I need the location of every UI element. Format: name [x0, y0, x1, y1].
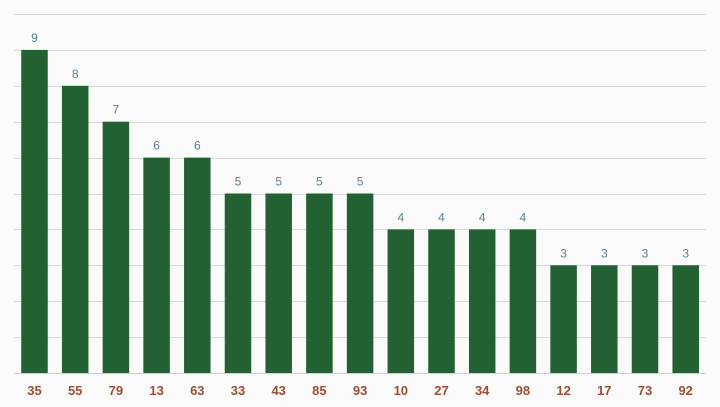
value-label-35: 9 [31, 31, 38, 45]
category-label-85: 85 [312, 383, 326, 398]
bar-73 [631, 265, 659, 373]
bar-55 [61, 85, 89, 374]
category-label-98: 98 [516, 383, 530, 398]
category-label-17: 17 [597, 383, 611, 398]
bar-13 [143, 157, 170, 373]
bar-63 [184, 157, 211, 373]
bar-35 [21, 49, 48, 374]
value-label-93: 5 [357, 175, 364, 189]
category-label-13: 13 [149, 383, 163, 398]
chart-value-labels: 9 8 7 6 6 5 5 5 5 4 4 4 4 3 3 3 3 [31, 31, 689, 260]
value-label-10: 4 [397, 210, 404, 224]
value-label-27: 4 [438, 210, 445, 224]
value-label-17: 3 [601, 246, 608, 260]
bar-93 [346, 193, 374, 373]
category-label-34: 34 [475, 383, 490, 398]
chart-category-labels: 35 55 79 13 63 33 43 85 93 10 27 34 98 12 17 73 92 [27, 383, 693, 398]
value-label-12: 3 [560, 246, 567, 260]
category-label-33: 33 [231, 383, 245, 398]
category-label-10: 10 [394, 383, 408, 398]
category-label-79: 79 [109, 383, 123, 398]
bar-34 [468, 229, 496, 373]
bar-33 [224, 193, 252, 373]
category-label-92: 92 [678, 383, 692, 398]
value-label-63: 6 [194, 139, 201, 153]
category-label-27: 27 [434, 383, 448, 398]
value-label-73: 3 [642, 246, 649, 260]
category-label-12: 12 [556, 383, 570, 398]
value-label-98: 4 [520, 210, 527, 224]
value-label-33: 5 [235, 175, 242, 189]
category-label-55: 55 [68, 383, 82, 398]
bar-12 [550, 265, 577, 373]
category-label-43: 43 [271, 383, 285, 398]
chart-bars [21, 49, 699, 374]
bar-10 [387, 229, 415, 373]
bar-27 [428, 229, 455, 373]
value-label-92: 3 [682, 246, 689, 260]
category-label-35: 35 [27, 383, 41, 398]
bar-43 [265, 193, 292, 373]
category-label-93: 93 [353, 383, 367, 398]
category-label-63: 63 [190, 383, 204, 398]
bar-85 [306, 193, 333, 373]
value-label-79: 7 [113, 103, 120, 117]
bar-17 [591, 265, 618, 373]
bar-79 [102, 121, 130, 373]
value-label-85: 5 [316, 175, 323, 189]
bar-98 [509, 229, 537, 373]
value-label-43: 5 [275, 175, 282, 189]
bar-92 [672, 265, 699, 373]
value-label-55: 8 [72, 67, 79, 81]
value-label-13: 6 [153, 139, 160, 153]
value-label-34: 4 [479, 210, 486, 224]
category-label-73: 73 [638, 383, 652, 398]
